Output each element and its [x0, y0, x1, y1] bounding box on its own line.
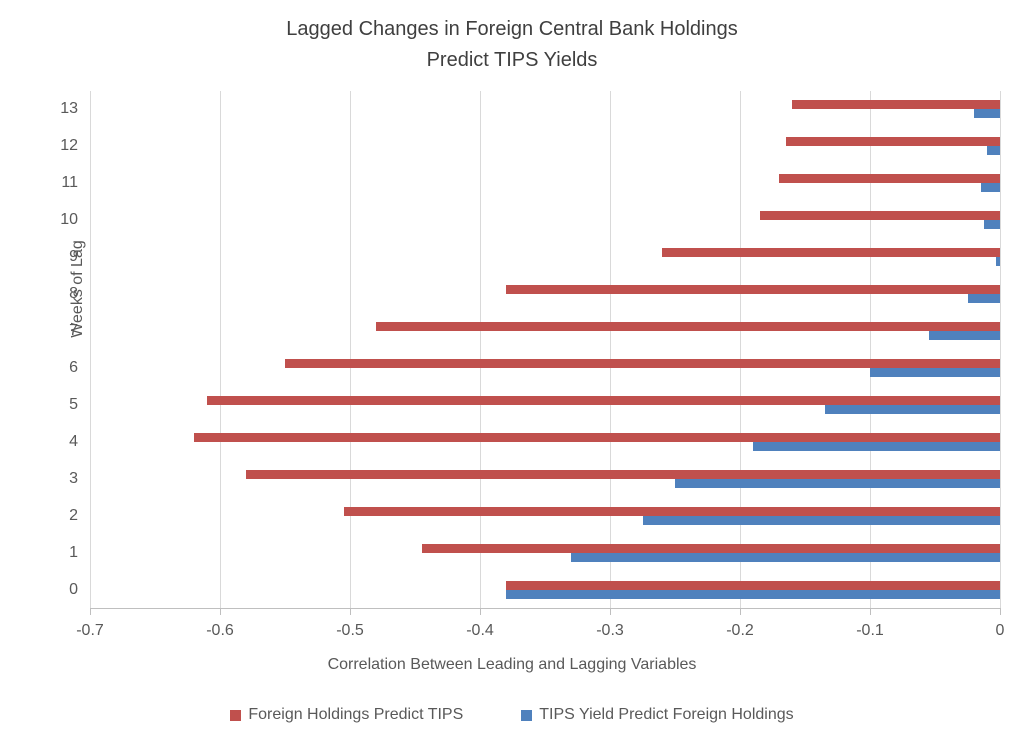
- y-tick-label-4: 4: [69, 432, 78, 450]
- category-row-week-2: [90, 497, 1000, 534]
- bar-series0-week-4: [194, 432, 1000, 442]
- legend-label-foreign-holdings: Foreign Holdings Predict TIPS: [248, 706, 464, 723]
- bar-series1-week-3: [675, 478, 1000, 488]
- y-tick-label-11: 11: [61, 174, 78, 192]
- gridline--0.2: [740, 91, 741, 608]
- bar-series1-week-2: [642, 515, 1000, 525]
- bar-series0-week-13: [792, 100, 1000, 110]
- legend-label-tips-yield: TIPS Yield Predict Foreign Holdings: [539, 706, 794, 723]
- bar-series1-week-11: [980, 183, 1000, 193]
- bar-series0-week-1: [421, 543, 1000, 553]
- y-tick-label-10: 10: [60, 211, 78, 229]
- chart-title: Lagged Changes in Foreign Central Bank H…: [0, 14, 1024, 76]
- category-row-week-6: [90, 350, 1000, 387]
- x-axis-line: [90, 608, 1001, 609]
- category-row-week-3: [90, 460, 1000, 497]
- x-axis-title: Correlation Between Leading and Lagging …: [327, 656, 697, 673]
- y-tick-label-7: 7: [69, 322, 78, 340]
- bar-series0-week-5: [207, 395, 1000, 405]
- x-tick-label--0.4: -0.4: [466, 622, 494, 639]
- x-tick-label--0.1: -0.1: [856, 622, 884, 639]
- category-row-week-12: [90, 128, 1000, 165]
- y-tick-label-0: 0: [69, 580, 78, 598]
- x-tick-label--0.7: -0.7: [76, 622, 104, 639]
- category-row-week-0: [90, 571, 1000, 608]
- category-row-week-10: [90, 202, 1000, 239]
- gridline--0.7: [90, 91, 91, 608]
- x-tick--0.7: [90, 609, 91, 615]
- bar-series1-week-12: [987, 146, 1000, 156]
- y-tick-label-9: 9: [69, 248, 78, 266]
- bar-series0-week-9: [662, 248, 1000, 258]
- x-tick-label--0.3: -0.3: [596, 622, 624, 639]
- chart-legend: Foreign Holdings Predict TIPS TIPS Yield…: [0, 706, 1024, 724]
- legend-swatch-red-icon: [230, 709, 242, 721]
- legend-item-tips-yield: TIPS Yield Predict Foreign Holdings: [521, 706, 794, 724]
- x-tick-label--0.5: -0.5: [336, 622, 364, 639]
- bar-series1-week-9: [996, 257, 1000, 267]
- bar-series1-week-8: [967, 294, 1000, 304]
- category-row-week-11: [90, 165, 1000, 202]
- x-tick--0.5: [350, 609, 351, 615]
- bar-series0-week-12: [785, 137, 1000, 147]
- bar-series1-week-7: [928, 331, 1000, 341]
- y-tick-label-3: 3: [69, 469, 78, 487]
- x-tick-label-0: 0: [995, 622, 1005, 639]
- x-tick--0.3: [610, 609, 611, 615]
- x-tick--0.1: [870, 609, 871, 615]
- bar-series1-week-10: [984, 220, 1000, 230]
- x-tick-label--0.6: -0.6: [206, 622, 234, 639]
- chart-title-line2: Predict TIPS Yields: [426, 49, 598, 71]
- y-tick-label-13: 13: [60, 100, 78, 118]
- gridline--0.4: [480, 91, 481, 608]
- bar-series1-week-5: [824, 404, 1000, 414]
- gridline--0.1: [870, 91, 871, 608]
- gridline-0: [1000, 91, 1001, 608]
- category-row-week-7: [90, 313, 1000, 350]
- bar-series0-week-3: [246, 469, 1000, 479]
- category-row-week-5: [90, 386, 1000, 423]
- y-tick-label-12: 12: [60, 137, 78, 155]
- bar-series1-week-0: [506, 589, 1000, 599]
- y-tick-label-5: 5: [69, 395, 78, 413]
- bar-series0-week-0: [506, 580, 1000, 590]
- category-row-week-9: [90, 239, 1000, 276]
- bar-series0-week-6: [285, 358, 1000, 368]
- y-tick-label-8: 8: [69, 285, 78, 303]
- bar-series0-week-2: [343, 506, 1000, 516]
- bar-series0-week-11: [779, 174, 1000, 184]
- bar-series1-week-4: [753, 441, 1000, 451]
- legend-item-foreign-holdings: Foreign Holdings Predict TIPS: [230, 706, 463, 724]
- gridline--0.5: [350, 91, 351, 608]
- x-tick-0: [1000, 609, 1001, 615]
- x-tick--0.4: [480, 609, 481, 615]
- x-tick--0.6: [220, 609, 221, 615]
- bar-series1-week-13: [974, 109, 1000, 119]
- category-row-week-13: [90, 91, 1000, 128]
- bar-series0-week-10: [759, 211, 1000, 221]
- y-tick-label-1: 1: [69, 543, 78, 561]
- x-tick-label--0.2: -0.2: [726, 622, 754, 639]
- x-tick--0.2: [740, 609, 741, 615]
- y-tick-label-6: 6: [69, 358, 78, 376]
- category-row-week-1: [90, 534, 1000, 571]
- bar-series1-week-1: [571, 552, 1000, 562]
- category-row-week-4: [90, 423, 1000, 460]
- chart-title-line1: Lagged Changes in Foreign Central Bank H…: [286, 18, 738, 40]
- gridline--0.3: [610, 91, 611, 608]
- gridline--0.6: [220, 91, 221, 608]
- bar-series0-week-7: [376, 322, 1000, 332]
- bar-series0-week-8: [506, 285, 1000, 295]
- plot-area: [90, 91, 1001, 608]
- category-row-week-8: [90, 276, 1000, 313]
- y-tick-label-2: 2: [69, 506, 78, 524]
- bar-series1-week-6: [870, 367, 1000, 377]
- legend-swatch-blue-icon: [521, 709, 533, 721]
